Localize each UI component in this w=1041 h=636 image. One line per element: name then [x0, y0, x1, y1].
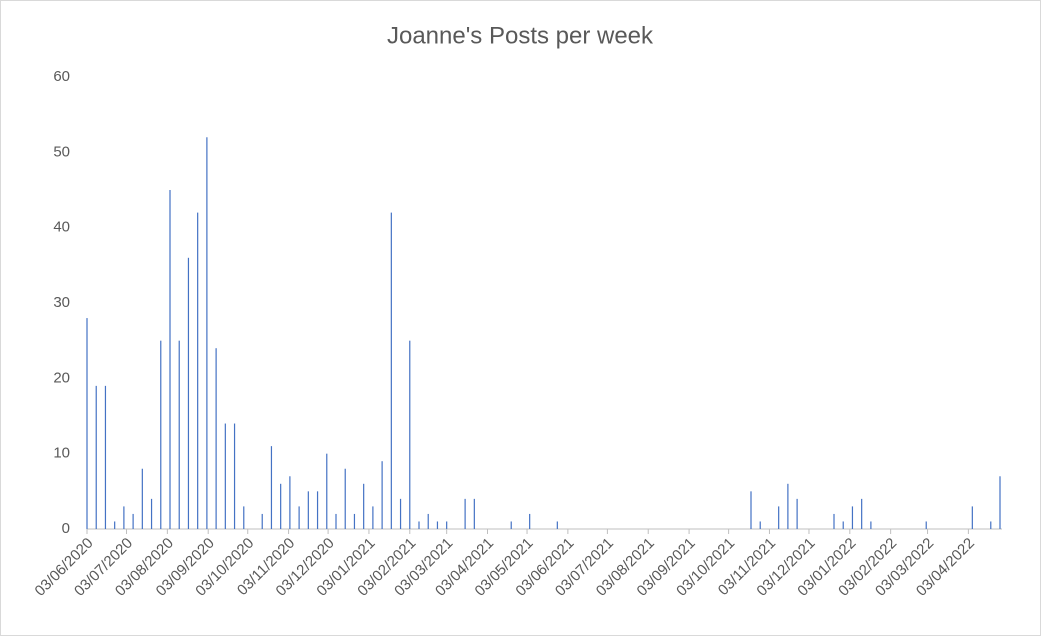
bar: [372, 506, 374, 529]
bar: [187, 257, 190, 529]
y-tick-label: 10: [53, 445, 70, 462]
bar: [206, 137, 208, 529]
bar: [150, 498, 153, 529]
bar: [861, 498, 863, 529]
bar: [399, 498, 402, 529]
bar: [851, 506, 854, 529]
bar: [86, 318, 88, 529]
bar: [233, 423, 236, 529]
bar: [363, 483, 365, 529]
bar: [842, 521, 844, 529]
y-tick-label: 20: [53, 369, 70, 386]
bar: [298, 506, 300, 529]
bar: [243, 506, 245, 529]
bar: [104, 385, 107, 529]
bar: [178, 340, 180, 529]
bar: [529, 513, 531, 529]
bar: [750, 491, 752, 529]
y-tick-label: 30: [53, 294, 70, 311]
bar: [409, 340, 411, 529]
bar: [556, 521, 558, 529]
bar: [280, 483, 282, 529]
bar: [870, 521, 872, 529]
bar: [787, 483, 789, 529]
bar: [169, 190, 171, 529]
bar: [436, 521, 439, 529]
bar: [390, 212, 392, 529]
bar: [833, 513, 835, 529]
bar: [778, 506, 780, 529]
bar: [326, 453, 328, 529]
bar: [95, 385, 97, 529]
bar: [197, 212, 199, 529]
bar: [224, 423, 226, 529]
bar: [123, 506, 125, 529]
bar: [132, 513, 134, 529]
bar: [510, 521, 512, 529]
bar: [353, 513, 356, 529]
bar: [971, 506, 973, 529]
y-tick-label: 40: [53, 219, 70, 236]
y-tick-label: 60: [53, 68, 70, 85]
chart-title: Joanne's Posts per week: [387, 22, 654, 49]
y-tick-label: 0: [62, 520, 70, 537]
bar: [289, 476, 291, 529]
bar: [114, 521, 116, 529]
bar: [925, 521, 927, 529]
bar: [141, 468, 143, 529]
bar: [316, 491, 319, 529]
y-tick-label: 50: [53, 143, 70, 160]
bar: [160, 340, 162, 529]
bar: [464, 498, 466, 529]
bar: [446, 521, 448, 529]
bar: [759, 521, 761, 529]
bar: [270, 446, 273, 529]
bar: [307, 491, 309, 529]
bar: [344, 468, 346, 529]
bar: [473, 498, 475, 529]
bar: [796, 498, 798, 529]
bar: [990, 521, 992, 529]
bar: [215, 348, 217, 529]
bar: [335, 513, 337, 529]
bar: [261, 513, 263, 529]
bar: [999, 476, 1001, 529]
bar: [427, 513, 429, 529]
bar: [418, 521, 420, 529]
bar: [381, 461, 383, 529]
